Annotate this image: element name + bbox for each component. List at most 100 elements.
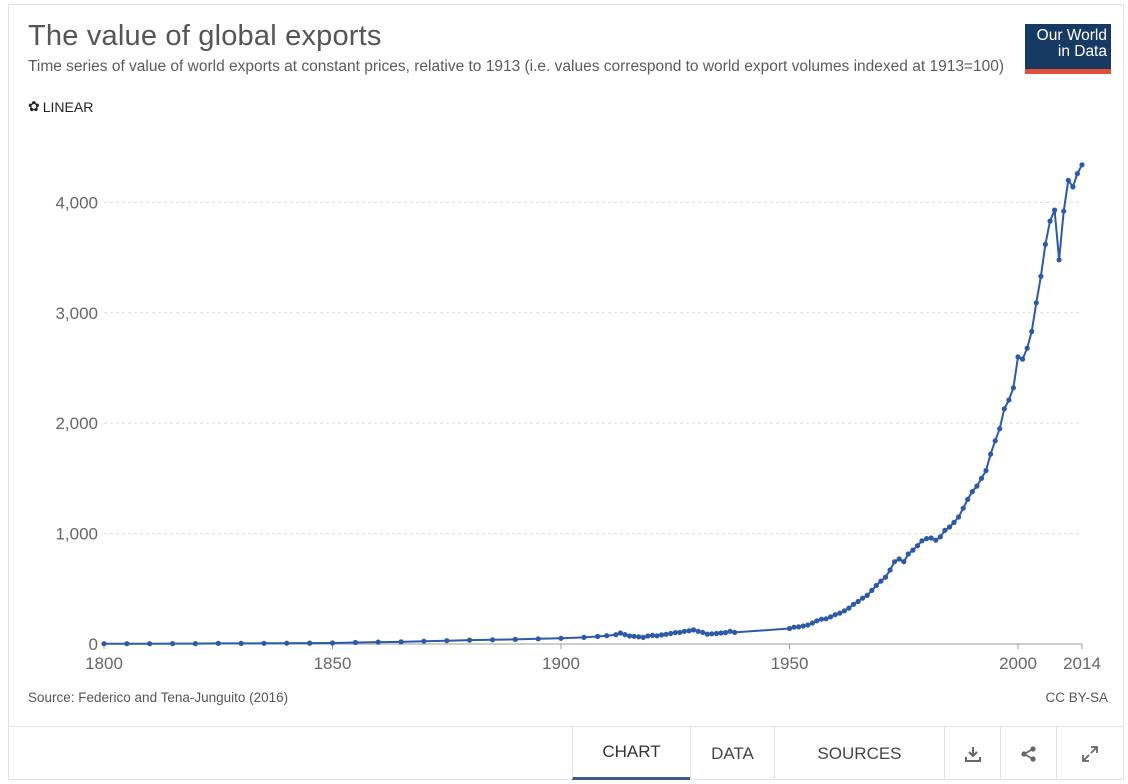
data-point [622,632,628,638]
license-link[interactable]: CC BY-SA [1045,690,1108,705]
data-point [663,631,669,637]
data-point [1079,162,1085,168]
tab-sources-label: SOURCES [817,743,902,763]
data-point [1020,356,1026,362]
tab-sources[interactable]: SOURCES [774,727,944,780]
data-point [946,524,953,530]
y-tick-label: 0 [89,635,98,654]
data-point [1056,257,1062,263]
data-point [722,630,729,636]
tab-data[interactable]: DATA [690,727,774,780]
data-point [892,559,898,565]
data-point [896,556,902,562]
data-point [558,635,564,641]
download-icon [964,746,981,762]
data-point [791,624,797,630]
data-point [613,632,619,638]
gear-icon: ✿ [28,98,40,114]
logo-accent-bar [1025,69,1111,74]
data-point [147,641,153,647]
data-point [1029,328,1035,335]
data-point [1061,208,1067,214]
owid-logo[interactable]: Our World in Data [1025,24,1111,74]
data-point [978,475,985,481]
data-point [215,640,221,647]
share-icon [1020,745,1036,762]
data-point [261,640,267,646]
data-point [809,620,816,626]
data-point [942,527,948,533]
expand-button[interactable] [1056,727,1123,780]
data-point [832,612,838,618]
x-tick-label: 2000 [999,654,1037,673]
series-group [101,162,1085,647]
y-tick-label: 3,000 [55,304,98,323]
data-point [375,639,381,645]
data-point [709,631,715,637]
data-point [878,578,884,584]
data-point [704,631,710,637]
data-point [636,634,642,640]
data-point [727,628,733,634]
y-tick-label: 2,000 [55,414,98,433]
data-point [649,632,656,639]
data-point [677,629,683,636]
data-point [850,601,857,607]
data-point [800,623,806,629]
tab-data-label: DATA [711,743,754,763]
data-point [681,628,688,634]
tab-chart-label: CHART [602,742,661,761]
data-point [951,519,957,526]
y-axis-ticks: 0 1,000 2,000 3,000 4,000 [55,193,98,654]
tab-chart[interactable]: CHART [572,727,690,780]
data-point [905,551,911,557]
data-point [937,534,943,540]
data-point [617,630,624,636]
footer-bar: CHART DATA SOURCES [8,726,1124,780]
data-point [732,629,738,636]
data-point [284,640,290,646]
data-point [837,610,843,616]
data-point [238,640,244,647]
x-tick-label: 1900 [542,654,580,673]
data-point [919,538,925,544]
data-point [695,628,701,634]
data-point [581,634,587,641]
share-button[interactable] [1000,727,1056,780]
data-point [1052,207,1058,213]
data-point [444,638,450,644]
data-point [1042,241,1048,247]
data-point [1074,171,1080,177]
data-point [686,628,692,634]
data-point [855,598,861,605]
x-tick-label: 1800 [85,654,123,673]
y-tick-label: 4,000 [55,193,98,212]
data-point [928,535,934,541]
data-point [974,483,980,489]
data-point [713,630,720,637]
data-point [914,543,921,549]
x-tick-label: 2014 [1063,654,1101,673]
data-point [1010,385,1017,391]
data-point [805,622,811,628]
data-point [786,625,793,632]
data-point [796,624,802,630]
data-point [814,618,820,624]
data-point [700,629,706,636]
data-point [960,505,966,511]
download-button[interactable] [944,727,1000,780]
data-point [627,633,633,639]
data-point [969,489,975,495]
x-tick-label: 1850 [314,654,352,673]
data-point [823,616,829,622]
data-point [933,537,939,543]
data-point [997,426,1003,432]
scale-toggle[interactable]: ✿ LINEAR [28,98,93,115]
data-point [887,567,893,573]
data-point [718,630,724,636]
chart-title: The value of global exports [28,20,382,52]
data-point [1033,300,1039,306]
data-point [988,451,994,457]
data-point [910,547,916,553]
